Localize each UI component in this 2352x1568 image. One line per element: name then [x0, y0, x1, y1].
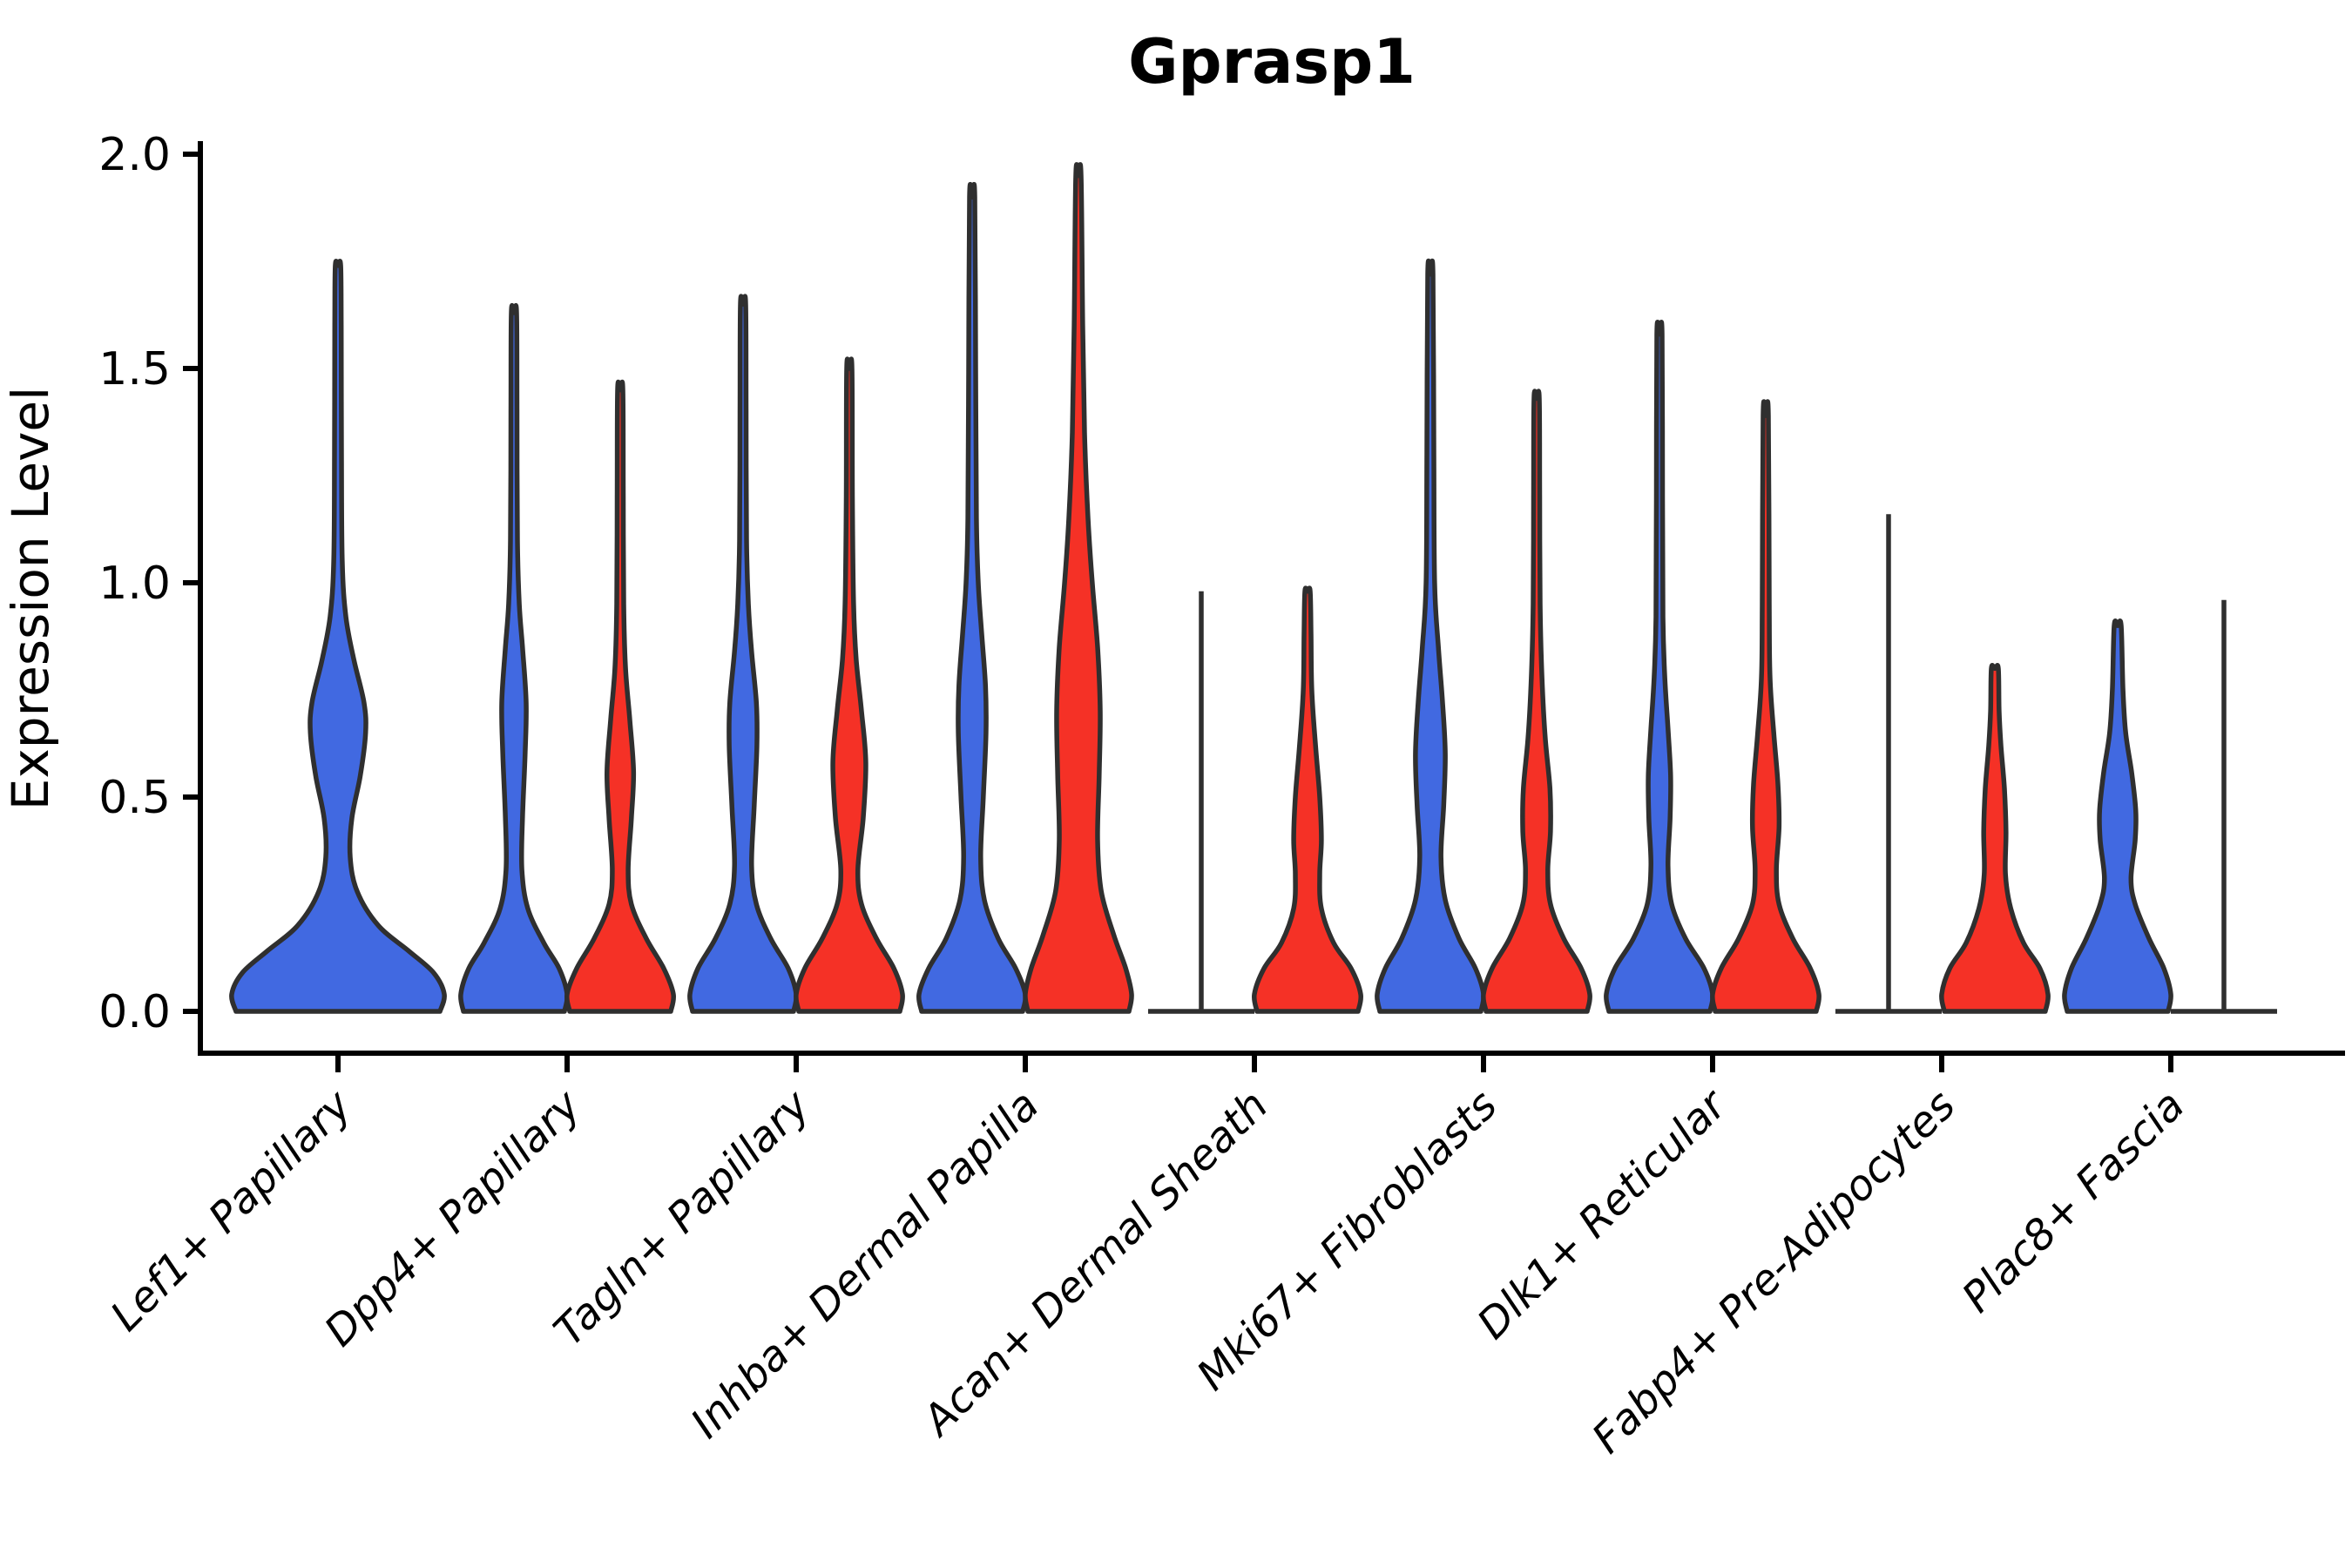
violin-red [1710, 399, 1821, 1014]
violin-red-degenerate [2171, 599, 2277, 1014]
violin-blue [1375, 258, 1486, 1014]
violin-red [794, 356, 905, 1014]
violin-blue [2062, 618, 2173, 1014]
violin-blue [1604, 320, 1715, 1014]
violin-blue [458, 302, 570, 1014]
x-tick-label: Dpp4+ Papillary [315, 1080, 591, 1355]
violin-red [1251, 585, 1364, 1014]
violin-blue [687, 294, 799, 1014]
x-tick-label: Lef1+ Papillary [101, 1080, 362, 1341]
violin-blue-degenerate [1835, 514, 1942, 1014]
violin-red [1481, 389, 1592, 1014]
y-tick-label: 1.0 [98, 558, 171, 610]
violin-blue-degenerate [1148, 591, 1254, 1014]
violin-red [1939, 663, 2051, 1014]
violin-blue [916, 181, 1029, 1014]
violins-layer [229, 162, 2277, 1014]
axes-layer [183, 141, 2345, 1072]
violin-red [1023, 162, 1134, 1014]
y-tick-label: 1.5 [98, 343, 171, 395]
y-tick-label: 0.5 [98, 772, 171, 824]
violin-red [564, 379, 677, 1014]
x-tick-label: Tagln+ Papillary [544, 1080, 820, 1355]
x-tick-label: Dlk1+ Reticular [1468, 1079, 1738, 1349]
y-tick-label: 0.0 [98, 986, 171, 1038]
x-tick-label: Plac8+ Fascia [1953, 1081, 2194, 1322]
x-tick-label: Fabp4+ Pre-Adipocytes [1583, 1081, 1965, 1463]
violin-blue [229, 259, 447, 1014]
y-tick-label: 2.0 [98, 129, 171, 181]
y-axis-label: Expression Level [1, 387, 60, 810]
chart-title: Gprasp1 [1128, 26, 1416, 98]
